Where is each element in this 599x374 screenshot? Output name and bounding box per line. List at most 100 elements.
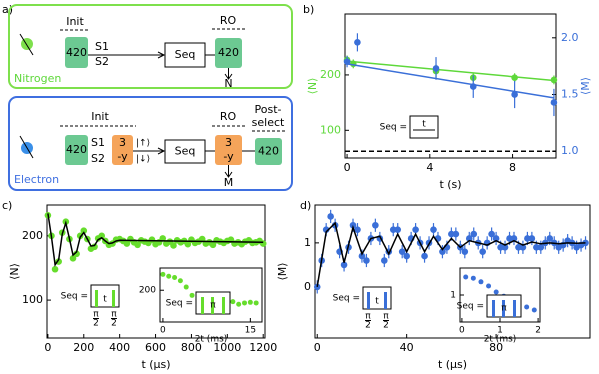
init-label: Init bbox=[66, 15, 84, 28]
data-point bbox=[524, 304, 530, 310]
seq-text: t bbox=[375, 297, 379, 307]
x-tick-label: 80 bbox=[489, 341, 503, 354]
x-tick-label: 0 bbox=[160, 326, 166, 336]
x-axis-label: t (μs) bbox=[438, 358, 467, 371]
y-axis-label: ⟨N⟩ bbox=[8, 263, 21, 280]
pulse bbox=[492, 300, 495, 317]
seq-frame bbox=[409, 115, 439, 139]
y-axis-label: ⟨M⟩ bbox=[276, 262, 289, 280]
box bbox=[8, 96, 293, 191]
data-point bbox=[511, 91, 518, 98]
seq-text: π bbox=[93, 310, 99, 320]
pulse bbox=[384, 292, 387, 309]
rotation-box bbox=[215, 135, 242, 165]
data-point bbox=[242, 300, 248, 306]
data-point bbox=[478, 279, 484, 285]
data-point bbox=[546, 235, 554, 242]
data-point bbox=[69, 255, 77, 262]
data-point bbox=[479, 248, 486, 255]
data-point bbox=[488, 230, 495, 238]
y-tick-label: 200 bbox=[320, 68, 341, 81]
box bbox=[8, 4, 293, 89]
plot-frame bbox=[314, 204, 591, 339]
seq-text: 2 bbox=[365, 321, 371, 331]
data-point bbox=[501, 243, 509, 251]
x-tick-label: 4 bbox=[426, 161, 433, 174]
data-point bbox=[550, 99, 558, 106]
data-point bbox=[412, 226, 419, 233]
data-point bbox=[403, 252, 410, 260]
seq-label: Seq = bbox=[457, 302, 484, 312]
x-tick-label: 600 bbox=[145, 341, 166, 354]
data-point bbox=[160, 271, 166, 277]
data-point bbox=[184, 240, 192, 248]
arrowhead bbox=[157, 51, 166, 59]
arrowhead bbox=[224, 171, 233, 178]
pulse-label: 420 bbox=[218, 46, 239, 59]
rotation-label: -y bbox=[223, 150, 234, 163]
x-tick-label: 800 bbox=[181, 341, 202, 354]
data-point bbox=[432, 65, 440, 72]
fit-line bbox=[47, 213, 264, 267]
spin-arrow bbox=[19, 135, 34, 159]
fit-line bbox=[316, 221, 586, 288]
data-point bbox=[363, 257, 370, 264]
seq-label: Seq = bbox=[333, 294, 360, 304]
seq-text: π bbox=[383, 312, 389, 322]
data-point bbox=[461, 248, 469, 255]
x-tick-label: 200 bbox=[73, 341, 94, 354]
spin-arrow bbox=[19, 33, 34, 56]
pulse bbox=[367, 292, 370, 309]
seq-label: Seq bbox=[175, 48, 196, 61]
data-point bbox=[430, 226, 437, 233]
x-tick-label: 1 bbox=[497, 326, 503, 336]
seq-text: 2 bbox=[383, 321, 389, 331]
data-point bbox=[452, 230, 460, 238]
seq-text: π bbox=[210, 301, 216, 311]
data-point bbox=[134, 241, 141, 249]
data-point bbox=[528, 235, 536, 242]
data-point bbox=[80, 227, 88, 235]
state-label: |↑⟩ bbox=[136, 139, 150, 149]
atom-icon bbox=[21, 38, 33, 50]
input-label: S2 bbox=[91, 152, 105, 165]
pulse bbox=[502, 300, 505, 317]
data-point bbox=[259, 240, 267, 247]
data-point bbox=[189, 292, 195, 298]
pulse-box bbox=[215, 38, 242, 68]
seq-label: Seq = bbox=[166, 299, 193, 309]
arrowhead bbox=[157, 147, 166, 155]
data-point bbox=[98, 232, 106, 240]
y2-tick-label: 2.0 bbox=[561, 31, 579, 44]
input-label: S2 bbox=[95, 55, 109, 68]
data-point bbox=[463, 274, 469, 280]
panel-label: a) bbox=[2, 3, 13, 16]
data-point bbox=[354, 226, 361, 233]
x-tick-label: 0 bbox=[44, 341, 51, 354]
pulse bbox=[211, 297, 214, 314]
init-label: Init bbox=[91, 110, 109, 123]
ro-label: RO bbox=[220, 14, 237, 27]
electron-label: Electron bbox=[14, 173, 59, 186]
data-point bbox=[73, 250, 80, 258]
y-tick-label: 0 bbox=[304, 280, 311, 293]
seq-text: π bbox=[365, 312, 371, 322]
data-point bbox=[519, 243, 527, 251]
x-tick-label: 0 bbox=[459, 326, 465, 336]
seq-label: Seq = bbox=[380, 123, 407, 133]
y-tick-label: 1 bbox=[450, 291, 456, 301]
x-tick-label: 40 bbox=[400, 341, 414, 354]
seq-box bbox=[164, 42, 206, 68]
data-point bbox=[340, 261, 348, 269]
y-axis-label: ⟨N⟩ bbox=[306, 78, 319, 95]
pulse-label: 420 bbox=[66, 46, 87, 59]
y-tick-label: 100 bbox=[22, 293, 43, 306]
fit-line bbox=[347, 60, 554, 82]
x-tick-label: 8 bbox=[509, 161, 516, 174]
data-point bbox=[398, 248, 406, 255]
data-point bbox=[372, 221, 379, 229]
electron-panel: Init 420 S1 S2 3 -y |↑⟩ |↓⟩ Seq RO 3 -y … bbox=[8, 96, 293, 191]
data-point bbox=[170, 242, 177, 249]
input-label: S1 bbox=[95, 40, 109, 53]
pulse-label: 420 bbox=[66, 143, 87, 156]
